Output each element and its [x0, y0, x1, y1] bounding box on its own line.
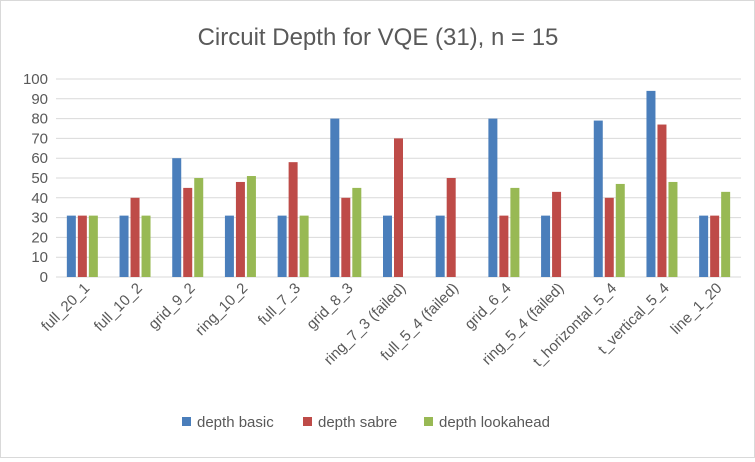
bars	[66, 90, 731, 277]
bar-depth-lookahead	[352, 187, 362, 277]
bar-depth-basic	[277, 215, 287, 277]
bar-depth-sabre	[499, 215, 509, 277]
x-tick-label: grid_8_3	[303, 280, 356, 333]
x-tick-label: full_20_1	[38, 280, 93, 335]
y-tick-label: 30	[31, 210, 48, 227]
chart-title: Circuit Depth for VQE (31), n = 15	[198, 24, 559, 51]
y-tick-label: 10	[31, 249, 48, 266]
x-tick-label: line_1_20	[667, 280, 725, 338]
bar-depth-basic	[593, 120, 603, 277]
legend-item: depth lookahead	[424, 414, 550, 431]
bar-depth-basic	[646, 90, 656, 277]
legend-swatch	[303, 417, 312, 426]
bar-depth-sabre	[604, 197, 614, 277]
bar-depth-lookahead	[88, 215, 98, 277]
bar-depth-sabre	[394, 138, 403, 277]
bar-depth-basic	[330, 118, 340, 277]
legend: depth basic depth sabre depth lookahead	[182, 414, 550, 431]
legend-swatch	[424, 417, 433, 426]
y-tick-label: 50	[31, 170, 48, 187]
y-tick-label: 100	[23, 71, 48, 88]
y-tick-label: 80	[31, 111, 48, 128]
bar-depth-lookahead	[721, 191, 731, 277]
bar-depth-basic	[699, 215, 709, 277]
y-tick-label: 40	[31, 190, 48, 207]
bar-depth-basic	[488, 118, 498, 277]
bar-depth-sabre	[77, 215, 87, 277]
bar-depth-sabre	[552, 191, 562, 277]
y-tick-label: 20	[31, 229, 48, 246]
y-axis-ticks: 0 10 20 30 40 50 60 70 80 90 100	[23, 71, 48, 286]
legend-swatch	[182, 417, 191, 426]
bar-depth-basic	[435, 215, 445, 277]
y-tick-label: 0	[40, 269, 48, 286]
bar-depth-sabre	[183, 187, 193, 277]
legend-item: depth sabre	[303, 414, 397, 431]
bar-depth-basic	[119, 215, 129, 277]
bar-depth-basic	[383, 215, 392, 277]
legend-label: depth basic	[197, 414, 274, 431]
legend-item: depth basic	[182, 414, 274, 431]
bar-depth-basic	[541, 215, 551, 277]
bar-depth-sabre	[130, 197, 140, 277]
bar-depth-basic	[224, 215, 234, 277]
bar-depth-basic	[172, 158, 182, 277]
bar-depth-lookahead	[615, 183, 625, 277]
bar-depth-sabre	[710, 215, 720, 277]
x-tick-label: ring_10_2	[192, 280, 251, 339]
x-tick-label: full_7_3	[255, 280, 304, 329]
bar-depth-lookahead	[141, 215, 151, 277]
bar-depth-sabre	[657, 124, 667, 277]
y-tick-label: 90	[31, 91, 48, 108]
bar-depth-basic	[66, 215, 76, 277]
x-tick-label: grid_9_2	[145, 280, 198, 333]
bar-depth-lookahead	[194, 178, 204, 277]
x-tick-label: grid_6_4	[461, 280, 514, 333]
x-tick-label: full_10_2	[91, 280, 146, 335]
bar-depth-lookahead	[510, 187, 520, 277]
bar-depth-lookahead	[299, 215, 309, 277]
y-tick-label: 70	[31, 130, 48, 147]
bar-depth-lookahead	[668, 181, 678, 277]
y-tick-label: 60	[31, 150, 48, 167]
bar-depth-sabre	[341, 197, 351, 277]
bar-depth-sabre	[288, 162, 298, 277]
bar-depth-lookahead	[246, 176, 256, 277]
legend-label: depth sabre	[318, 414, 397, 431]
bar-depth-sabre	[235, 181, 245, 277]
bar-depth-sabre	[446, 178, 456, 277]
legend-label: depth lookahead	[439, 414, 550, 431]
